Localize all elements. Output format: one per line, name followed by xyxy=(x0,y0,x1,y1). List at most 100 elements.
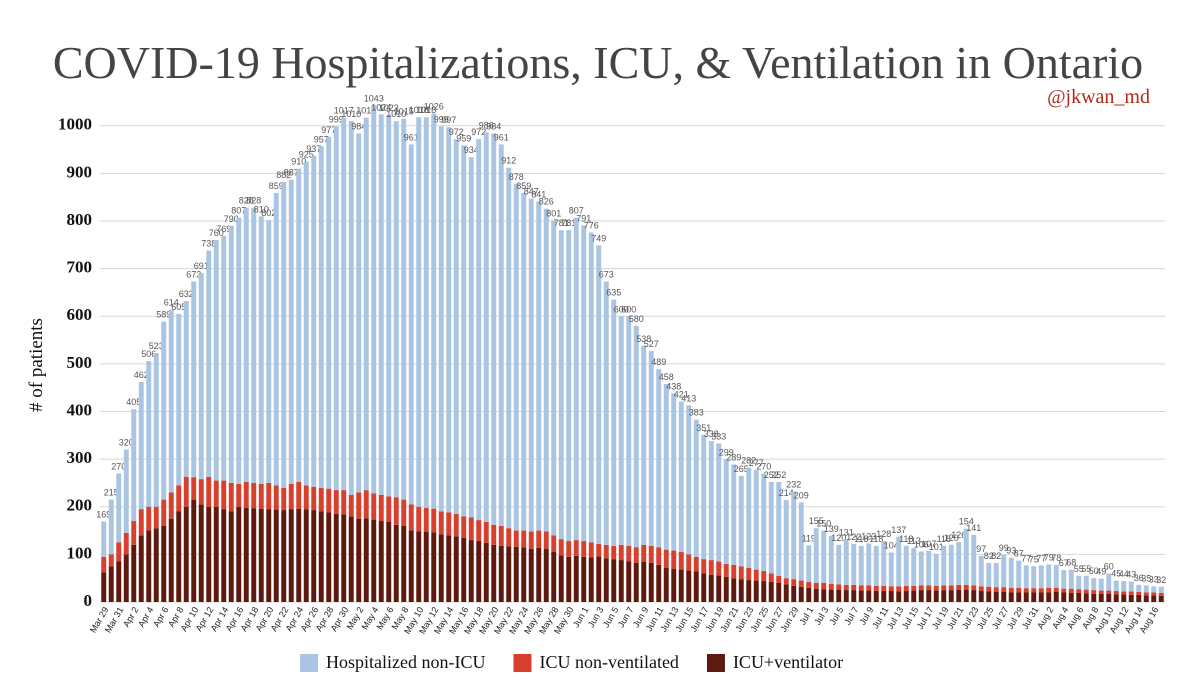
bar-segment xyxy=(258,483,264,509)
bar-segment xyxy=(191,281,197,478)
bar-segment xyxy=(521,530,527,548)
bar-segment xyxy=(341,514,347,602)
total-label: 810 xyxy=(254,204,269,214)
total-label: 807 xyxy=(569,206,584,216)
bar-segment xyxy=(806,545,812,582)
bar-segment xyxy=(776,575,782,583)
total-label: 802 xyxy=(261,208,276,218)
bar-segment xyxy=(1128,581,1134,592)
bar-segment xyxy=(146,530,152,602)
total-label: 828 xyxy=(246,196,261,206)
total-label: 1023 xyxy=(379,103,399,113)
bar-segment xyxy=(941,585,947,591)
bar-segment xyxy=(483,542,489,602)
bar-segment xyxy=(423,532,429,602)
bar-segment xyxy=(236,217,242,484)
bar-segment xyxy=(138,509,144,536)
bar-segment xyxy=(858,590,864,602)
bar-segment xyxy=(746,567,752,581)
bar-segment xyxy=(881,541,887,586)
total-label: 925 xyxy=(299,150,314,160)
bar-segment xyxy=(1076,575,1082,590)
bar-segment xyxy=(603,544,609,559)
bar-segment xyxy=(753,569,759,581)
total-label: 527 xyxy=(644,339,659,349)
bar-segment xyxy=(693,419,699,557)
total-label: 139 xyxy=(824,524,839,534)
total-label: 155 xyxy=(809,516,824,526)
bar-segment xyxy=(1008,592,1014,602)
bar-segment xyxy=(716,561,722,576)
bar-segment xyxy=(123,532,129,555)
bar-segment xyxy=(566,556,572,602)
bar-segment xyxy=(1001,554,1007,588)
bar-segment xyxy=(693,556,699,572)
bar-segment xyxy=(686,405,692,555)
bar-segment xyxy=(341,490,347,515)
bar-segment xyxy=(963,584,969,590)
total-label: 67 xyxy=(1059,558,1069,568)
bar-segment xyxy=(558,555,564,602)
total-label: 99 xyxy=(999,543,1009,553)
bar-segment xyxy=(378,114,384,495)
total-label: 605 xyxy=(171,302,186,312)
bar-segment xyxy=(461,516,467,538)
total-label: 1010 xyxy=(386,109,406,119)
total-label: 1015 xyxy=(394,107,414,117)
bar-segment xyxy=(341,117,347,491)
bar-segment xyxy=(386,496,392,522)
bar-segment xyxy=(303,485,309,510)
bar-segment xyxy=(416,531,422,602)
bar-segment xyxy=(978,555,984,587)
total-label: 1043 xyxy=(364,93,384,103)
bar-segment xyxy=(813,528,819,583)
bar-segment xyxy=(821,530,827,583)
total-label: 538 xyxy=(636,334,651,344)
bar-segment xyxy=(1121,594,1127,602)
bar-segment xyxy=(513,530,519,547)
bar-segment xyxy=(1106,590,1112,594)
bar-segment xyxy=(798,586,804,602)
total-label: 137 xyxy=(891,525,906,535)
total-label: 957 xyxy=(314,134,329,144)
total-label: 984 xyxy=(351,121,366,131)
bar-segment xyxy=(873,545,879,586)
total-label: 119 xyxy=(802,533,816,543)
total-label: 299 xyxy=(719,448,734,458)
bar-segment xyxy=(326,488,332,513)
bar-segment xyxy=(648,351,654,546)
bar-segment xyxy=(723,459,729,564)
total-label: 120 xyxy=(831,533,846,543)
y-axis-label: # of patients xyxy=(26,318,47,412)
bar-segment xyxy=(1061,570,1067,589)
total-label: 421 xyxy=(674,390,689,400)
total-label: 252 xyxy=(771,470,786,480)
bar-segment xyxy=(551,220,557,536)
bar-segment xyxy=(686,570,692,602)
bar-segment xyxy=(1053,592,1059,602)
bar-segment xyxy=(611,299,617,546)
bar-segment xyxy=(371,519,377,602)
bar-segment xyxy=(221,509,227,602)
bar-segment xyxy=(806,582,812,588)
total-label: 131 xyxy=(839,528,854,538)
bar-segment xyxy=(678,401,684,552)
bar-segment xyxy=(348,121,354,495)
bar-segment xyxy=(1121,591,1127,595)
bar-segment xyxy=(446,512,452,536)
bar-segment xyxy=(1113,580,1119,592)
bar-segment xyxy=(423,117,429,508)
total-label: 79 xyxy=(1044,552,1054,562)
bar-segment xyxy=(266,509,272,602)
bar-segment xyxy=(918,551,924,586)
bar-segment xyxy=(348,516,354,602)
bar-segment xyxy=(438,126,444,512)
bar-segment xyxy=(281,182,287,488)
bar-segment xyxy=(641,562,647,602)
bar-segment xyxy=(656,564,662,602)
legend-label: ICU+ventilator xyxy=(733,652,843,672)
bar-segment xyxy=(551,552,557,602)
bar-segment xyxy=(1151,592,1157,596)
bar-segment xyxy=(933,553,939,586)
bar-segment xyxy=(393,524,399,602)
